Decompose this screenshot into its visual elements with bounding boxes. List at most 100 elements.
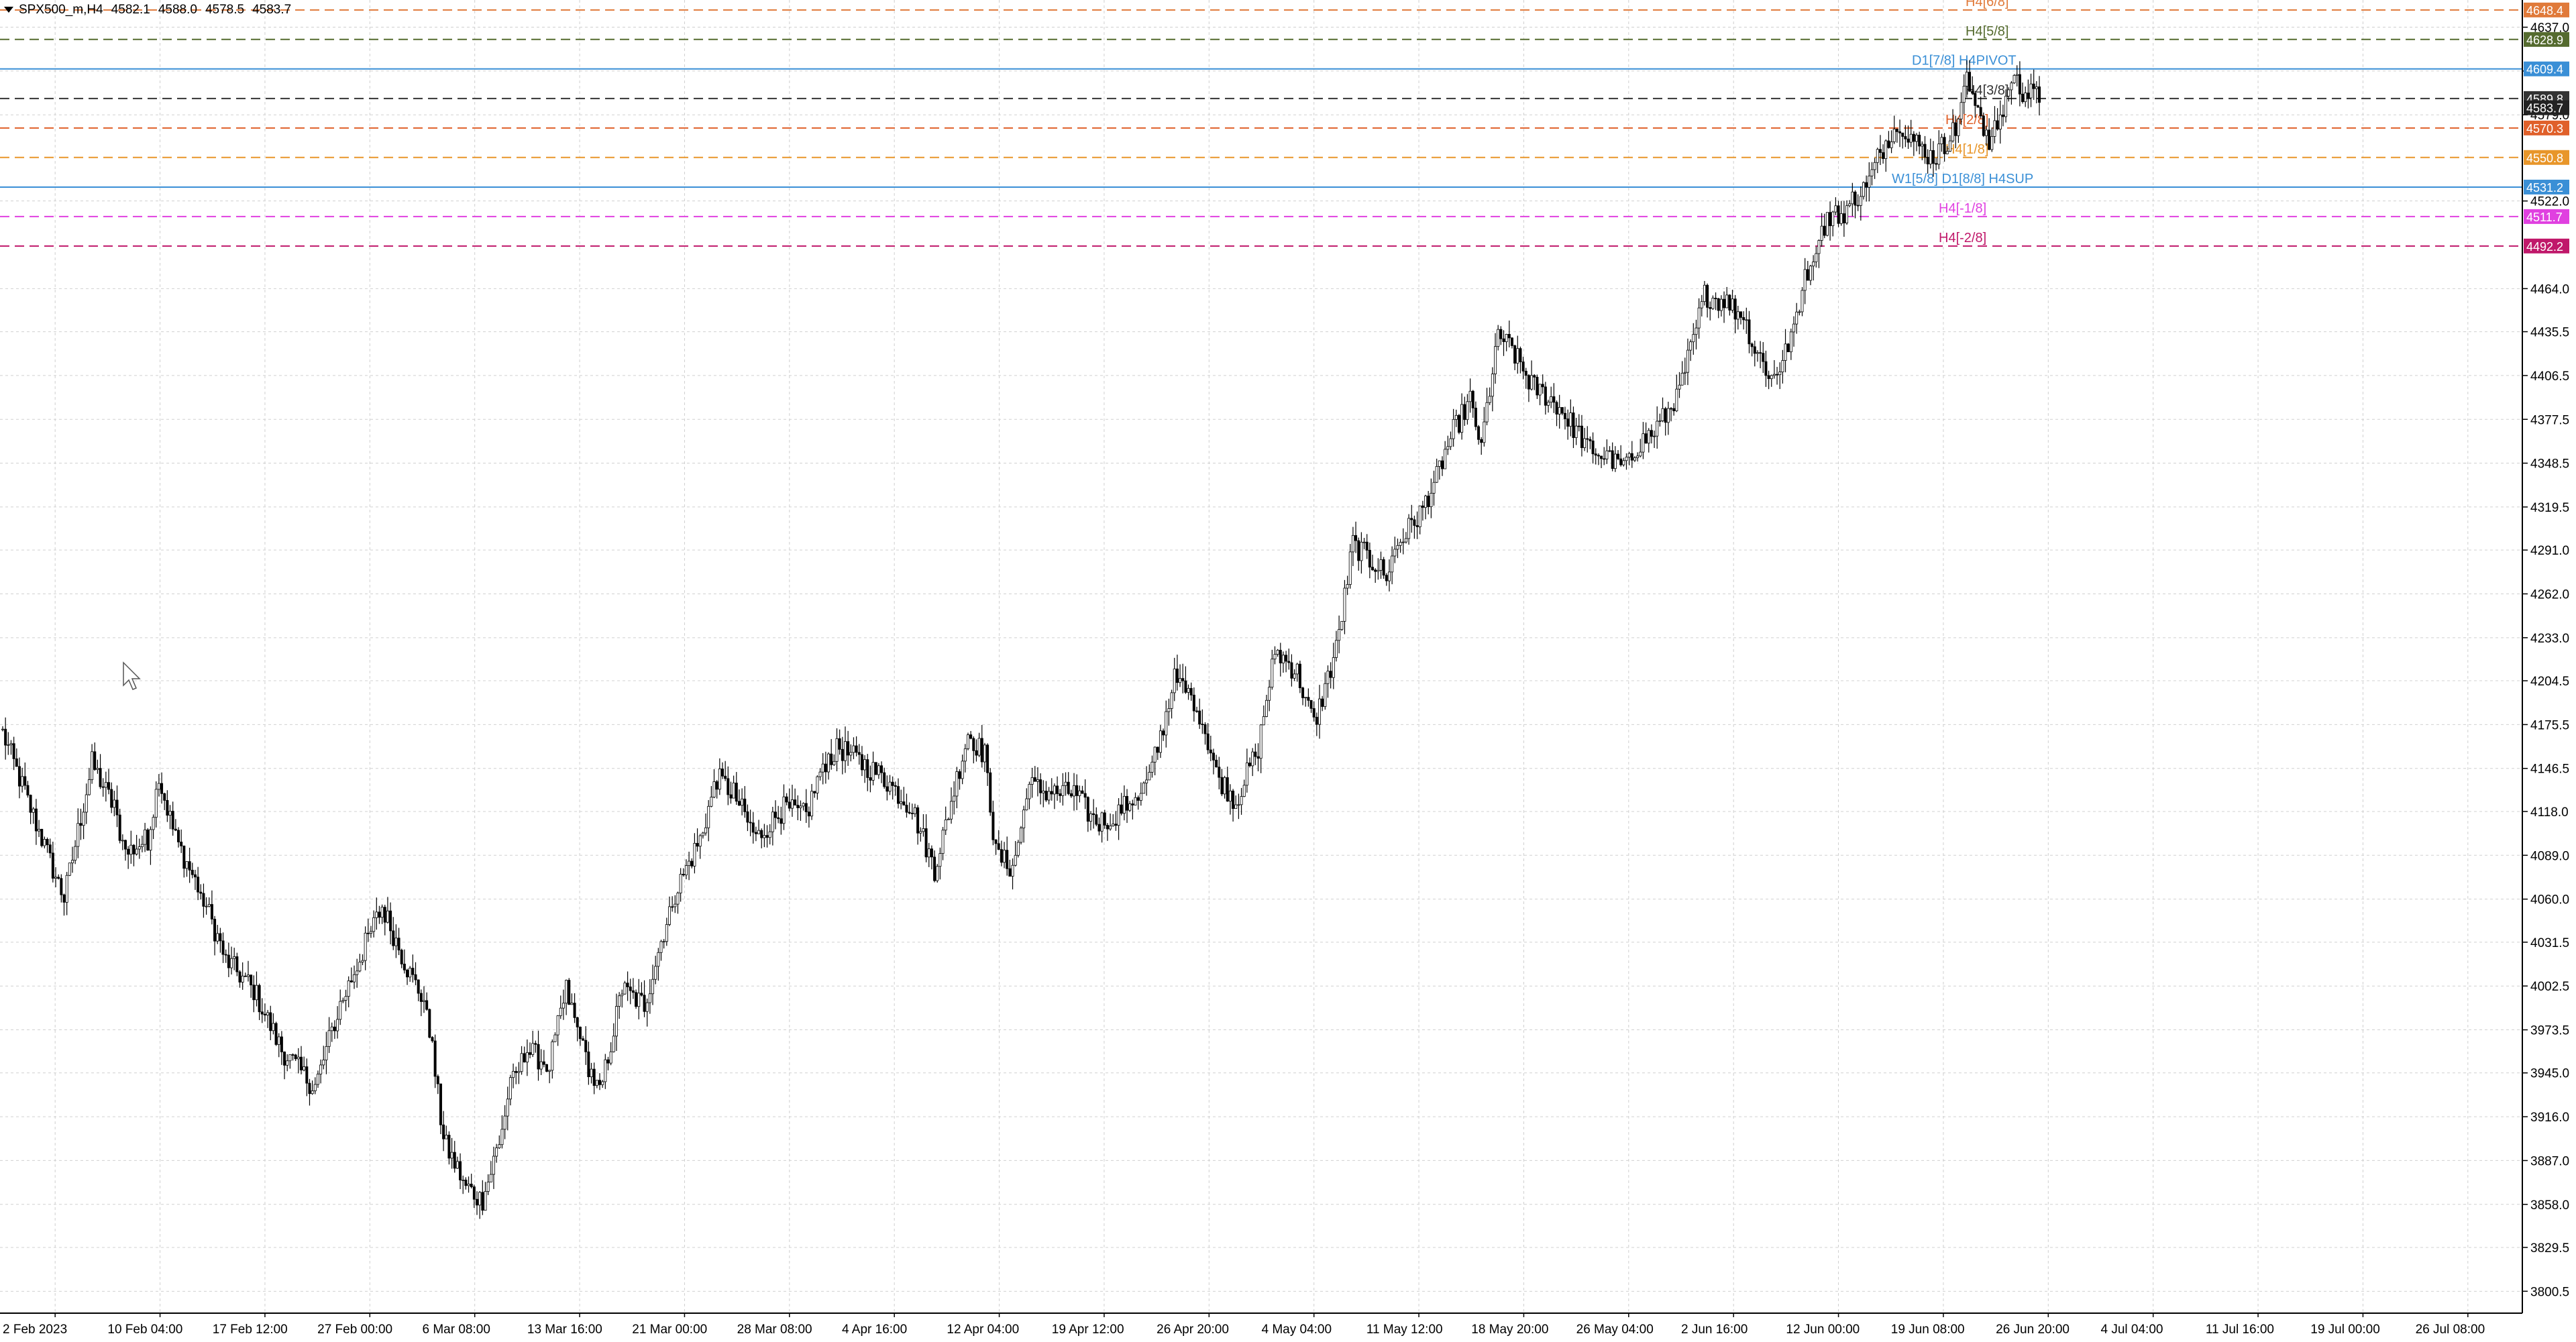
candle xyxy=(1633,456,1636,462)
candle xyxy=(857,744,861,765)
candle xyxy=(96,759,99,774)
candle xyxy=(863,755,867,783)
candle xyxy=(972,736,975,764)
candle xyxy=(1907,125,1910,150)
candle xyxy=(654,956,657,985)
candle xyxy=(1189,682,1193,701)
candle xyxy=(804,789,808,824)
candle xyxy=(539,1049,543,1075)
candle xyxy=(1401,528,1405,555)
candle xyxy=(87,767,91,796)
level-price-box xyxy=(2524,238,2569,254)
candle xyxy=(1801,287,1804,317)
candle xyxy=(1228,784,1232,815)
candle xyxy=(1825,212,1829,237)
y-tick-label: 4406.5 xyxy=(2530,370,2569,384)
candle xyxy=(667,896,671,926)
candle xyxy=(2027,79,2030,109)
candle xyxy=(520,1046,523,1075)
candle xyxy=(698,834,702,859)
candle xyxy=(1988,118,1991,150)
candle xyxy=(146,828,150,851)
candle xyxy=(1795,302,1799,334)
candle xyxy=(498,1135,501,1150)
candle xyxy=(919,827,922,842)
candle xyxy=(1703,280,1706,306)
candle xyxy=(576,1017,579,1042)
candle xyxy=(1254,743,1257,765)
candle xyxy=(777,805,780,824)
candle xyxy=(375,897,378,930)
candle xyxy=(1661,397,1664,423)
candle xyxy=(1566,409,1570,440)
candle xyxy=(2012,74,2016,85)
candle xyxy=(1086,796,1089,832)
candle xyxy=(380,904,384,924)
candle xyxy=(768,824,771,845)
candle xyxy=(1494,333,1497,384)
candle xyxy=(1362,538,1366,549)
y-tick-label: 3887.0 xyxy=(2530,1154,2569,1168)
dropdown-triangle-icon[interactable] xyxy=(4,7,13,13)
candle xyxy=(79,808,83,840)
x-tick-label: 18 May 20:00 xyxy=(1471,1323,1548,1337)
candle xyxy=(1348,544,1352,589)
candle xyxy=(113,790,116,817)
candle xyxy=(1892,115,1896,144)
candle xyxy=(1276,649,1279,657)
candle xyxy=(1329,662,1332,689)
candle xyxy=(710,786,713,807)
candle xyxy=(1993,106,1996,144)
candle xyxy=(612,1023,615,1053)
candle xyxy=(104,771,107,802)
x-tick-label: 19 Jul 00:00 xyxy=(2310,1323,2380,1337)
candle xyxy=(1550,386,1553,408)
candle xyxy=(101,778,105,797)
candle xyxy=(604,1054,607,1089)
candle xyxy=(1374,568,1377,583)
candle xyxy=(818,768,822,781)
candle xyxy=(1340,621,1344,631)
candle xyxy=(1318,685,1322,739)
candle xyxy=(1957,117,1960,143)
candle xyxy=(508,1074,512,1106)
candle xyxy=(1030,767,1034,798)
candle xyxy=(1733,294,1737,334)
candle xyxy=(1218,757,1221,789)
candle xyxy=(1664,406,1667,436)
candle xyxy=(439,1083,442,1135)
candle xyxy=(679,868,682,902)
candle xyxy=(1739,311,1742,325)
candle xyxy=(1346,575,1349,596)
candle xyxy=(1039,773,1042,805)
candle xyxy=(757,820,761,834)
candle xyxy=(1960,92,1963,125)
candle xyxy=(885,775,889,801)
candle xyxy=(230,946,233,975)
candle xyxy=(1075,774,1079,810)
candle xyxy=(152,814,155,840)
candle xyxy=(224,949,227,963)
candle xyxy=(1175,655,1179,691)
candle xyxy=(771,807,774,846)
candle xyxy=(157,774,160,797)
candle xyxy=(91,744,94,784)
candle xyxy=(459,1153,462,1190)
candle xyxy=(1064,772,1067,796)
candles xyxy=(1,60,2041,1219)
y-tick-label: 4319.5 xyxy=(2530,501,2569,515)
level-label: H4[-1/8] xyxy=(1939,201,1986,216)
y-tick-label: 4060.0 xyxy=(2530,893,2569,907)
candle xyxy=(843,726,847,773)
candle xyxy=(1365,534,1368,559)
candle xyxy=(821,752,824,785)
candle xyxy=(2001,105,2004,127)
candle xyxy=(1940,133,1943,152)
candle xyxy=(735,772,738,805)
candle xyxy=(1150,755,1154,778)
candle xyxy=(166,790,169,822)
candle xyxy=(235,952,239,976)
candle xyxy=(1597,453,1600,465)
